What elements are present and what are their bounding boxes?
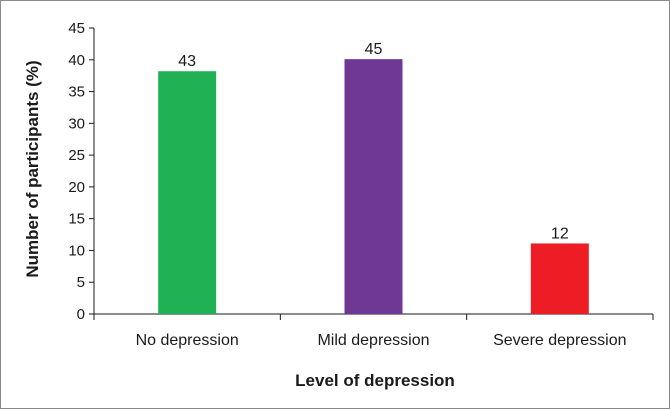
y-tick-label: 40	[68, 52, 85, 69]
x-category-label: No depression	[136, 332, 239, 349]
bars	[158, 59, 589, 315]
y-tick-label: 15	[68, 211, 85, 228]
y-tick-label: 10	[68, 242, 85, 259]
y-tick-label: 5	[77, 274, 85, 291]
bar-no-depression	[158, 71, 217, 315]
y-tick-label: 25	[68, 147, 85, 164]
bar-mild-depression	[344, 59, 403, 314]
y-tick-label: 45	[68, 20, 85, 37]
y-tick-label: 35	[68, 84, 85, 101]
data-label: 45	[365, 41, 383, 58]
x-category-label: Mild depression	[317, 332, 429, 349]
labels: 0 5 10 15 20 25 30 35 40 45 43 No depression 45 Mild …	[68, 20, 626, 349]
y-axis-title: Number of participants (%)	[23, 60, 42, 277]
x-category-label: Severe depression	[493, 332, 626, 349]
bar-severe-depression	[530, 243, 589, 314]
y-tick-label: 30	[68, 115, 85, 132]
y-tick-label: 0	[77, 306, 85, 323]
data-label: 43	[178, 53, 196, 70]
y-tick-label: 20	[68, 179, 85, 196]
data-label: 12	[551, 225, 569, 242]
x-axis-title: Level of depression	[295, 371, 455, 390]
